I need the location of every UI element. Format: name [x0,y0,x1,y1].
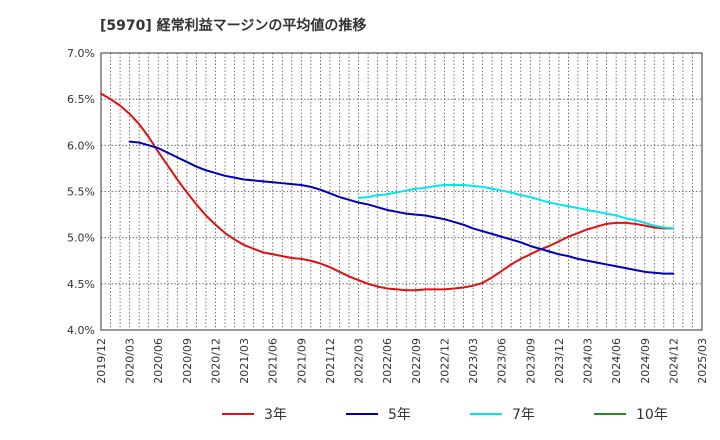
y-axis: 4.0% 4.5% 5.0% 5.5% 6.0% 6.5% 7.0% [67,47,95,337]
x-tick-label: 2024/12 [667,338,680,384]
plot-area [100,52,703,331]
plot-border [100,52,703,331]
y-tick-label: 6.5% [67,93,95,106]
x-tick-label: 2022/03 [353,338,366,384]
x-tick-label: 2025/03 [696,338,709,384]
y-tick-label: 4.0% [67,324,95,337]
x-tick-label: 2021/12 [324,338,337,384]
x-tick-label: 2022/09 [410,338,423,384]
series-lines [100,92,675,292]
x-tick-label: 2020/09 [181,338,194,384]
x-axis: 2019/12 2020/03 2020/06 2020/09 2020/12 2021/… [95,338,709,384]
x-tick-label: 2021/09 [295,338,308,384]
legend: 3年 5年 7年 10年 [222,407,668,423]
legend-label: 7年 [512,407,535,423]
y-tick-label: 5.0% [67,232,95,245]
x-tick-label: 2023/03 [467,338,480,384]
series-line [128,140,675,275]
x-tick-label: 2020/06 [152,338,165,384]
x-tick-label: 2024/09 [639,338,652,384]
y-tick-label: 4.5% [67,278,95,291]
legend-label: 5年 [388,407,411,423]
x-tick-label: 2020/03 [124,338,137,384]
x-tick-label: 2020/12 [209,338,222,384]
y-tick-label: 7.0% [67,47,95,60]
x-tick-label: 2021/06 [267,338,280,384]
y-tick-label: 5.5% [67,186,95,199]
x-tick-label: 2019/12 [95,338,108,384]
series-line [357,184,675,230]
legend-label: 3年 [264,407,287,423]
x-tick-label: 2022/12 [438,338,451,384]
series-line [100,92,675,292]
y-tick-label: 6.0% [67,139,95,152]
chart-title: [5970] 経常利益マージンの平均値の推移 [100,17,366,34]
x-tick-label: 2024/03 [582,338,595,384]
x-tick-label: 2021/03 [238,338,251,384]
x-tick-label: 2023/12 [553,338,566,384]
x-tick-label: 2023/06 [496,338,509,384]
x-tick-label: 2024/06 [610,338,623,384]
x-tick-label: 2023/09 [524,338,537,384]
legend-label: 10年 [636,407,668,423]
x-tick-label: 2022/06 [381,338,394,384]
